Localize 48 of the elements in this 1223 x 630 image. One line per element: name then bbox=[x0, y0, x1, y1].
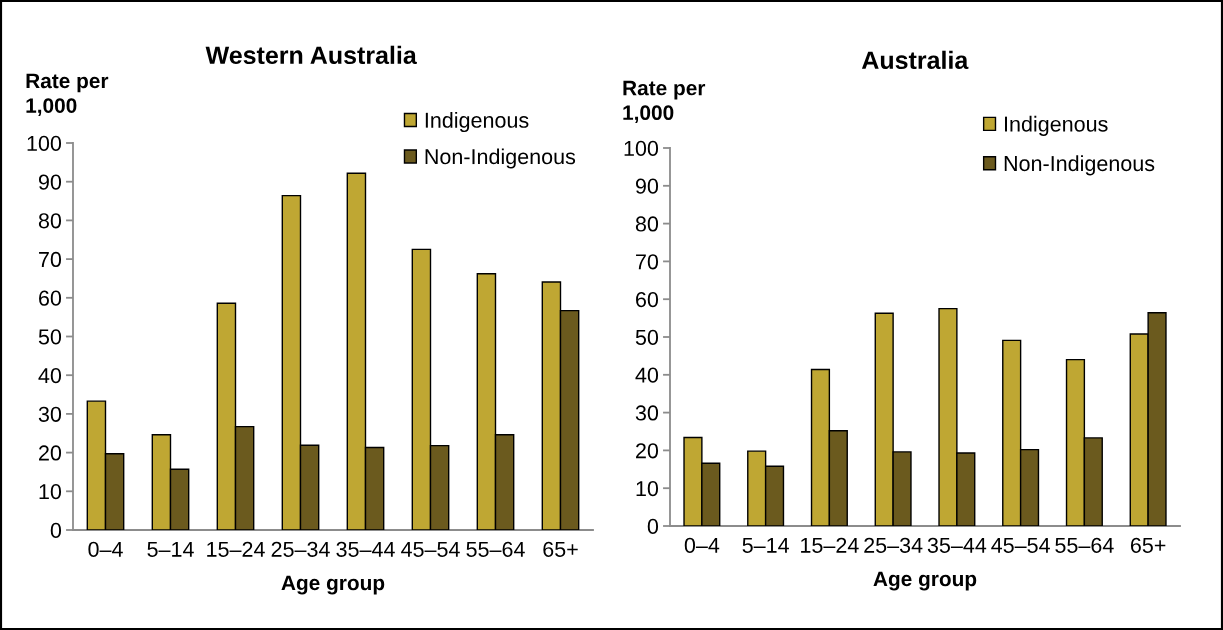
legend-label: Non-Indigenous bbox=[1004, 155, 1155, 176]
y-tick-label: 50 bbox=[38, 329, 62, 345]
x-tick-label: 25–34 bbox=[864, 537, 923, 553]
x-tick-label: 35–44 bbox=[927, 537, 987, 553]
y-tick-label: 100 bbox=[27, 135, 62, 152]
x-tick-label: 25–34 bbox=[271, 541, 330, 557]
y-tick-label: 90 bbox=[635, 178, 659, 194]
y-tick-label: 10 bbox=[636, 480, 659, 497]
y-tick-label: 40 bbox=[635, 367, 659, 383]
y-tick-label: 80 bbox=[635, 216, 659, 232]
x-tick-label: 0–4 bbox=[684, 537, 720, 553]
y-axis-title: Rate per 1,000 bbox=[26, 73, 109, 116]
x-tick-label: 55–64 bbox=[466, 541, 525, 557]
legend-label: Non-Indigenous bbox=[425, 148, 576, 169]
chart-title: Australia bbox=[861, 50, 969, 70]
x-tick-label: 5–14 bbox=[147, 541, 194, 557]
y-tick-label: 20 bbox=[39, 445, 62, 461]
x-tick-label: 65+ bbox=[1130, 537, 1166, 553]
y-tick-label: 90 bbox=[38, 174, 62, 190]
y-tick-label: 20 bbox=[636, 443, 659, 459]
x-tick-label: 55–64 bbox=[1055, 537, 1114, 553]
y-tick-label: 30 bbox=[38, 406, 62, 422]
y-tick-label: 100 bbox=[624, 140, 659, 157]
x-tick-label: 65+ bbox=[543, 541, 578, 557]
x-axis-title: Age group bbox=[281, 575, 385, 595]
y-tick-label: 70 bbox=[636, 254, 659, 270]
x-axis-title: Age group bbox=[873, 571, 977, 591]
legend-label: Indigenous bbox=[1005, 115, 1108, 136]
x-tick-label: 15–24 bbox=[207, 541, 265, 557]
y-tick-label: 60 bbox=[39, 290, 62, 306]
y-tick-label: 60 bbox=[636, 291, 659, 308]
y-tick-label: 10 bbox=[39, 484, 62, 500]
x-tick-label: 0–4 bbox=[88, 541, 123, 557]
x-tick-label: 5–14 bbox=[742, 537, 789, 553]
y-axis-title: Rate per 1,000 bbox=[623, 80, 706, 124]
y-tick-label: 70 bbox=[39, 251, 62, 268]
y-tick-label: 30 bbox=[635, 405, 659, 421]
x-tick-label: 15–24 bbox=[801, 537, 859, 553]
x-tick-label: 45–54 bbox=[991, 537, 1050, 553]
legend-label: Indigenous bbox=[425, 112, 529, 133]
y-tick-label: 0 bbox=[50, 522, 62, 539]
y-tick-label: 50 bbox=[635, 329, 659, 346]
x-tick-label: 35–44 bbox=[336, 541, 395, 557]
chart-title: Western Australia bbox=[205, 45, 417, 65]
y-tick-label: 0 bbox=[647, 518, 659, 535]
x-tick-label: 45–54 bbox=[401, 541, 460, 557]
y-tick-label: 40 bbox=[38, 367, 62, 384]
y-tick-label: 80 bbox=[38, 213, 62, 229]
